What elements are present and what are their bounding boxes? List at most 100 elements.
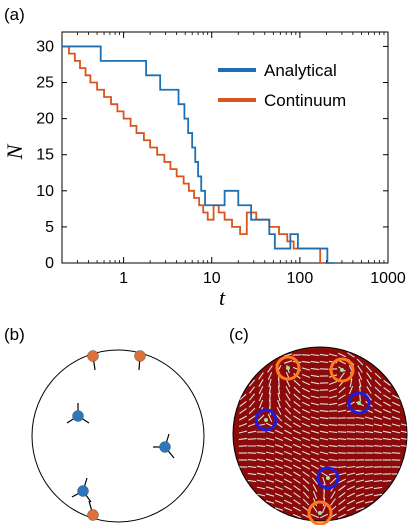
director-segment bbox=[265, 444, 275, 448]
director-segment bbox=[373, 473, 383, 475]
director-segment bbox=[337, 466, 347, 468]
director-segment bbox=[310, 416, 320, 420]
director-segment bbox=[293, 400, 301, 408]
director-segment bbox=[284, 429, 292, 435]
director-segment bbox=[274, 507, 284, 511]
legend-label-analytical: Analytical bbox=[264, 61, 337, 80]
director-segment bbox=[248, 393, 256, 401]
director-segment bbox=[238, 430, 248, 434]
director-segment bbox=[293, 471, 301, 477]
director-segment bbox=[310, 367, 320, 371]
director-segment bbox=[391, 430, 401, 434]
director-segment bbox=[283, 360, 293, 364]
director-segment bbox=[400, 430, 407, 434]
director-segment bbox=[319, 430, 329, 434]
director-segment bbox=[293, 485, 301, 491]
director-segment bbox=[256, 438, 266, 440]
legend-label-continuum: Continuum bbox=[264, 91, 346, 110]
director-segment bbox=[346, 499, 356, 505]
director-segment bbox=[346, 485, 356, 491]
director-segment bbox=[383, 387, 391, 393]
director-field-disk bbox=[232, 346, 408, 522]
director-segment bbox=[357, 365, 363, 373]
director-segment bbox=[328, 458, 338, 462]
director-segment bbox=[337, 352, 347, 358]
director-segment bbox=[265, 479, 275, 483]
director-segment bbox=[374, 386, 382, 394]
director-segment bbox=[373, 437, 383, 441]
director-segment bbox=[283, 443, 293, 449]
director-segment bbox=[348, 385, 354, 395]
director-segment bbox=[319, 423, 329, 427]
director-segment bbox=[364, 493, 374, 497]
domain-circle bbox=[31, 349, 205, 523]
director-segment bbox=[283, 478, 293, 484]
director-segment bbox=[373, 408, 383, 414]
director-segment bbox=[383, 394, 391, 400]
director-segment bbox=[321, 504, 327, 514]
director-segment bbox=[239, 393, 247, 401]
director-segment bbox=[247, 438, 257, 440]
director-segment bbox=[276, 407, 282, 415]
director-segment bbox=[373, 445, 383, 447]
director-segment bbox=[373, 430, 383, 434]
director-segment bbox=[293, 386, 301, 394]
director-segment bbox=[382, 423, 392, 427]
director-segment bbox=[346, 479, 356, 483]
director-segment bbox=[239, 408, 247, 414]
director-segment bbox=[312, 490, 318, 500]
director-segment bbox=[382, 437, 392, 441]
particle bbox=[134, 350, 146, 362]
director-segment bbox=[283, 436, 293, 442]
negative-defect-ring bbox=[316, 466, 340, 490]
director-segment bbox=[374, 379, 382, 387]
director-segment bbox=[284, 414, 292, 422]
director-segment bbox=[319, 410, 329, 412]
particle bbox=[72, 410, 84, 422]
director-segment bbox=[256, 451, 266, 455]
director-segment bbox=[319, 437, 329, 441]
director-segment bbox=[268, 378, 272, 388]
director-segment bbox=[301, 429, 311, 435]
director-segment bbox=[310, 444, 320, 448]
director-segment bbox=[355, 438, 365, 440]
director-segment bbox=[284, 485, 292, 491]
director-segment bbox=[248, 415, 256, 421]
series-line-analytical bbox=[62, 45, 335, 264]
director-segment bbox=[312, 505, 318, 513]
director-segment bbox=[256, 458, 266, 462]
director-segment bbox=[365, 393, 373, 401]
director-segment bbox=[265, 500, 275, 504]
series-layer bbox=[62, 45, 335, 264]
y-tick-label: 20 bbox=[36, 111, 54, 128]
director-segment bbox=[383, 401, 391, 407]
director-segment bbox=[330, 491, 336, 499]
director-segment bbox=[248, 400, 256, 408]
particles bbox=[66, 350, 175, 521]
y-tick-label: 0 bbox=[45, 255, 54, 272]
panel-c: (c) bbox=[229, 325, 408, 525]
director-segment bbox=[248, 407, 256, 415]
director-segment bbox=[293, 492, 301, 498]
director-segment bbox=[247, 422, 257, 428]
director-segment bbox=[258, 392, 264, 402]
director-segment bbox=[364, 500, 374, 504]
director-segment bbox=[302, 498, 310, 506]
director-segment bbox=[283, 464, 293, 470]
director-segment bbox=[339, 372, 345, 380]
particle bbox=[159, 441, 171, 453]
director-segment bbox=[310, 409, 320, 413]
x-tick-label: 100 bbox=[287, 270, 314, 287]
director-segment bbox=[301, 380, 311, 386]
director-segment bbox=[310, 457, 320, 463]
director-segment bbox=[301, 450, 311, 456]
director-segment bbox=[349, 378, 353, 388]
director-segment bbox=[293, 408, 301, 414]
director-segment bbox=[257, 414, 265, 422]
director-segment bbox=[391, 416, 401, 420]
director-segment bbox=[293, 393, 301, 401]
y-tick-label: 10 bbox=[36, 183, 54, 200]
director-segment bbox=[285, 386, 291, 394]
y-tick-label: 30 bbox=[36, 38, 54, 55]
defect-core bbox=[340, 368, 344, 372]
